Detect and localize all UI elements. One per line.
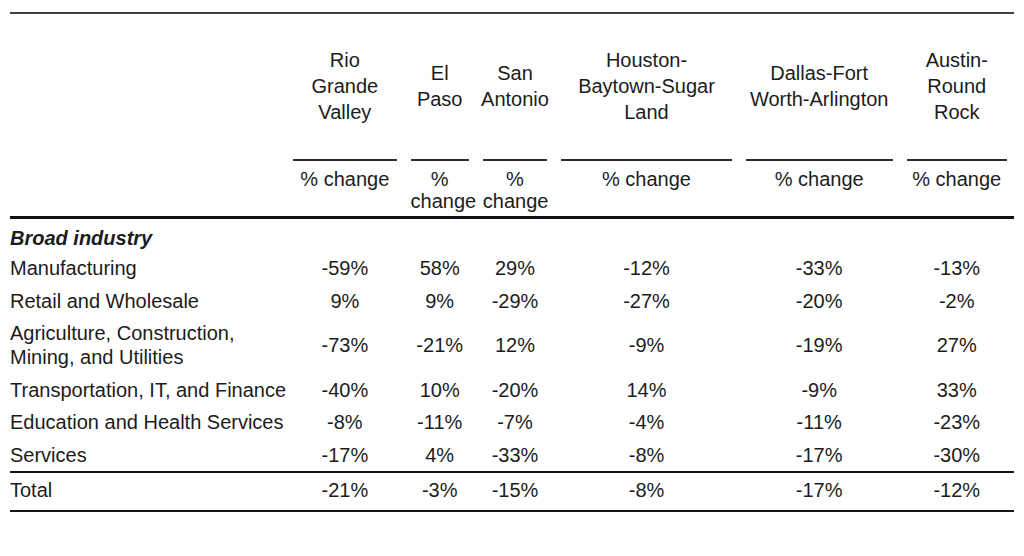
value-cell: -8%	[286, 406, 403, 438]
value-cell: -17%	[739, 439, 900, 472]
value-cell: -30%	[900, 439, 1015, 472]
value-cell: -17%	[286, 439, 403, 472]
table-row-total: Total -21% -3% -15% -8% -17% -12%	[10, 472, 1014, 511]
table-row-retail-wholesale: Retail and Wholesale 9% 9% -29% -27% -20…	[10, 285, 1014, 317]
value-cell: -73%	[286, 317, 403, 374]
industry-pct-change-table: Rio Grande Valley El Paso San Antonio Ho…	[10, 12, 1014, 512]
value-cell: -9%	[554, 317, 739, 374]
value-cell: 27%	[900, 317, 1015, 374]
value-cell: 10%	[404, 374, 476, 406]
table-row-education-health-services: Education and Health Services -8% -11% -…	[10, 406, 1014, 438]
row-label: Manufacturing	[10, 252, 286, 284]
value-cell: -21%	[404, 317, 476, 374]
value-cell: 9%	[286, 285, 403, 317]
total-value-cell: -3%	[404, 472, 476, 511]
value-cell: -2%	[900, 285, 1015, 317]
total-value-cell: -8%	[554, 472, 739, 511]
value-cell: -33%	[476, 439, 554, 472]
empty-subheader-cell	[10, 158, 286, 217]
table-row-transportation-it-finance: Transportation, IT, and Finance -40% 10%…	[10, 374, 1014, 406]
value-cell: -59%	[286, 252, 403, 284]
value-cell: -11%	[739, 406, 900, 438]
value-cell: -27%	[554, 285, 739, 317]
col-header-san-antonio: San Antonio	[477, 60, 553, 112]
value-cell: 12%	[476, 317, 554, 374]
pct-change-header: % change	[907, 159, 1008, 190]
total-value-cell: -15%	[476, 472, 554, 511]
value-cell: 14%	[554, 374, 739, 406]
total-value-cell: -12%	[900, 472, 1015, 511]
value-cell: 33%	[900, 374, 1015, 406]
value-cell: -19%	[739, 317, 900, 374]
col-header-el-paso: El Paso	[412, 60, 467, 112]
value-cell: -11%	[404, 406, 476, 438]
value-cell: -33%	[739, 252, 900, 284]
value-cell: -7%	[476, 406, 554, 438]
table-container: Rio Grande Valley El Paso San Antonio Ho…	[0, 0, 1024, 512]
value-cell: 4%	[404, 439, 476, 472]
row-label: Education and Health Services	[10, 406, 286, 438]
col-header-houston-baytown-sugar-land: Houston-Baytown-Sugar Land	[572, 47, 722, 125]
col-header-dallas-fort-worth-arlington: Dallas-Fort Worth-Arlington	[743, 60, 895, 112]
value-cell: -4%	[554, 406, 739, 438]
row-label: Services	[10, 439, 286, 472]
value-cell: -13%	[900, 252, 1015, 284]
table-row-services: Services -17% 4% -33% -8% -17% -30%	[10, 439, 1014, 472]
value-cell: -40%	[286, 374, 403, 406]
pct-change-header: % change	[483, 159, 547, 213]
value-cell: -23%	[900, 406, 1015, 438]
col-header-rio-grande-valley: Rio Grande Valley	[305, 47, 385, 125]
table-row-agriculture-construction-mining-utilities: Agriculture, Construction, Mining, and U…	[10, 317, 1014, 374]
subheader-row: % change % change % change % change % ch…	[10, 158, 1014, 217]
row-label: Transportation, IT, and Finance	[10, 374, 286, 406]
value-cell: 9%	[404, 285, 476, 317]
value-cell: -9%	[739, 374, 900, 406]
row-label: Agriculture, Construction, Mining, and U…	[10, 317, 286, 374]
value-cell: -8%	[554, 439, 739, 472]
pct-change-header: % change	[293, 159, 396, 190]
section-header: Broad industry	[10, 217, 286, 252]
empty-corner-cell	[10, 13, 286, 158]
total-value-cell: -21%	[286, 472, 403, 511]
table-row-manufacturing: Manufacturing -59% 58% 29% -12% -33% -13…	[10, 252, 1014, 284]
value-cell: 58%	[404, 252, 476, 284]
pct-change-header: % change	[411, 159, 469, 213]
pct-change-header: % change	[561, 159, 732, 190]
value-cell: -20%	[739, 285, 900, 317]
pct-change-header: % change	[746, 159, 893, 190]
value-cell: -20%	[476, 374, 554, 406]
row-label: Retail and Wholesale	[10, 285, 286, 317]
total-row-label: Total	[10, 472, 286, 511]
col-header-austin-round-rock: Austin-Round Rock	[921, 47, 993, 125]
value-cell: -12%	[554, 252, 739, 284]
section-header-row: Broad industry	[10, 217, 1014, 252]
value-cell: 29%	[476, 252, 554, 284]
value-cell: -29%	[476, 285, 554, 317]
city-header-row: Rio Grande Valley El Paso San Antonio Ho…	[10, 13, 1014, 158]
total-value-cell: -17%	[739, 472, 900, 511]
